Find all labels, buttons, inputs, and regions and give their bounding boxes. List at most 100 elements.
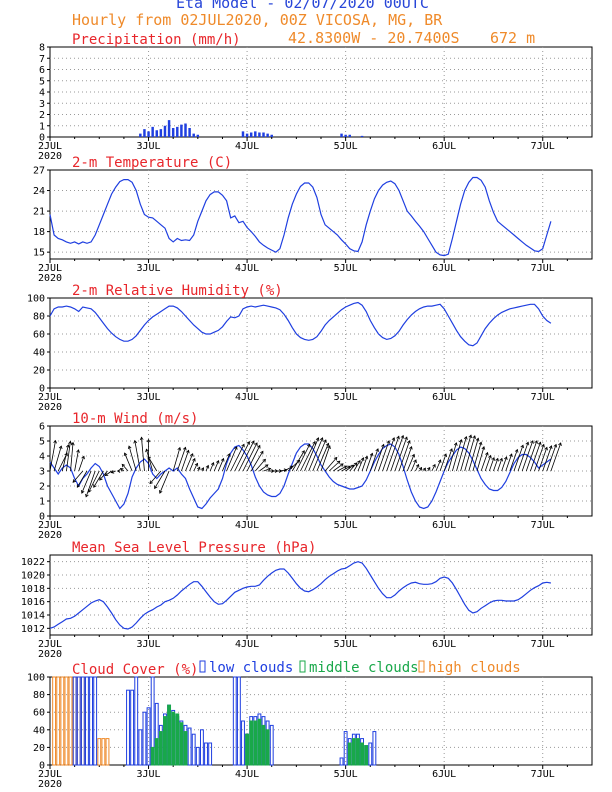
x-tick-label: 6JUL <box>432 769 456 780</box>
wind-arrowhead <box>541 443 545 448</box>
mid-cloud-bar <box>154 738 159 766</box>
wind-arrowhead <box>227 453 231 457</box>
wind-vector <box>439 453 447 472</box>
x-tick-label: 3JUL <box>136 769 160 780</box>
low-cloud-bar <box>138 729 143 766</box>
y-tick-label: 1018 <box>21 584 45 595</box>
panel-3: 0 20 40 60 80 100 2JUL 3JUL 4JUL 5JUL 6JUL 7JUL 2020… <box>27 283 593 413</box>
wind-arrowhead <box>262 458 266 463</box>
x-tick-label: 7JUL <box>531 520 555 531</box>
y-tick-label: 20 <box>33 743 45 754</box>
y-tick-label: 2 <box>39 110 45 121</box>
wind-vector <box>53 445 62 472</box>
wind-vector <box>128 445 137 472</box>
altitude-label: 672 m <box>490 29 536 47</box>
x-tick-label: 6JUL <box>432 520 456 531</box>
precip-bar <box>188 128 191 137</box>
precip-bar <box>245 133 249 137</box>
wind-arrowhead <box>472 435 476 439</box>
wind-vector <box>369 448 379 472</box>
wind-arrowhead <box>192 457 196 462</box>
wind-vector <box>283 465 293 472</box>
panel-title: Cloud Cover (%) <box>72 662 198 678</box>
wind-arrowhead <box>432 463 436 468</box>
y-tick-label: 0 <box>39 761 45 772</box>
wind-arrowhead <box>418 466 422 471</box>
x-year-label: 2020 <box>38 779 62 790</box>
mid-cloud-bar <box>163 716 167 766</box>
wind-arrowhead <box>121 463 126 468</box>
legend-low-clouds-label: low clouds <box>209 660 293 676</box>
wind-arrowhead <box>186 449 190 454</box>
y-tick-label: 100 <box>27 673 45 684</box>
wind-arrowhead <box>327 445 331 449</box>
legend-middle-clouds-label: middle clouds <box>309 660 419 676</box>
precip-bar <box>340 133 343 137</box>
low-cloud-bar <box>339 757 344 766</box>
wind-arrowhead <box>453 442 458 446</box>
wind-vector <box>398 440 410 472</box>
wind-arrowhead <box>76 484 81 488</box>
wind-vector <box>324 457 338 472</box>
wind-arrowhead <box>99 476 103 481</box>
panel-title: 2-m Relative Humidity (%) <box>72 283 283 299</box>
wind-vector <box>308 437 323 472</box>
wind-arrowhead <box>544 446 548 451</box>
precip-bar <box>171 128 175 137</box>
wind-vector <box>205 465 209 472</box>
y-tick-label: 100 <box>27 294 45 305</box>
x-year-label: 2020 <box>38 530 62 541</box>
wind-arrowhead <box>104 472 109 477</box>
wind-vector <box>172 447 181 472</box>
wind-vector <box>493 458 499 472</box>
y-tick-label: 1020 <box>21 571 45 582</box>
y-tick-label: 40 <box>33 725 45 736</box>
wind-vector <box>226 446 238 472</box>
wind-vector <box>320 445 331 472</box>
precip-bar <box>196 134 200 137</box>
low-cloud-bar <box>372 731 377 766</box>
wind-vector <box>145 449 154 472</box>
y-tick-label: 60 <box>33 708 45 719</box>
precip-bar <box>348 134 351 137</box>
wind-arrowhead <box>116 469 121 473</box>
wind-arrowhead <box>386 440 391 444</box>
wind-vector <box>349 462 358 472</box>
wind-vector <box>394 436 408 472</box>
mid-cloud-bar <box>351 738 356 766</box>
wind-arrowhead <box>146 438 151 443</box>
wind-vector <box>255 459 266 472</box>
wind-arrowhead <box>495 457 499 462</box>
wind-vector <box>99 470 108 481</box>
x-tick-label: 2JUL <box>38 520 62 531</box>
wind-vector <box>538 447 548 472</box>
precip-bar <box>249 132 253 137</box>
y-tick-label: 1022 <box>21 557 45 568</box>
low-cloud-bar <box>89 676 93 766</box>
x-tick-label: 7JUL <box>531 639 555 650</box>
mid-cloud-bar <box>150 746 155 766</box>
x-tick-label: 7JUL <box>531 141 555 152</box>
wind-arrowhead <box>485 451 489 456</box>
y-tick-label: 2 <box>39 482 45 493</box>
mid-cloud-bar <box>183 731 188 766</box>
mid-cloud-bar <box>360 742 364 766</box>
wind-arrowhead <box>296 459 301 464</box>
wind-vector <box>374 444 385 472</box>
precip-bar <box>143 129 146 137</box>
wind-vector <box>530 442 541 472</box>
wind-arrowhead <box>360 457 365 461</box>
wind-vector <box>181 450 189 472</box>
x-tick-label: 2JUL <box>38 769 62 780</box>
wind-vector <box>230 444 245 472</box>
wind-vector <box>542 445 552 472</box>
x-year-label: 2020 <box>38 273 62 284</box>
low-cloud-bar <box>343 731 348 766</box>
x-tick-label: 6JUL <box>432 392 456 403</box>
x-tick-label: 5JUL <box>334 263 358 274</box>
wind-vector <box>147 456 158 472</box>
wind-arrowhead <box>458 439 463 443</box>
y-tick-label: 6 <box>39 422 45 433</box>
high-cloud-bar <box>56 676 61 766</box>
wind-vector <box>509 449 518 472</box>
